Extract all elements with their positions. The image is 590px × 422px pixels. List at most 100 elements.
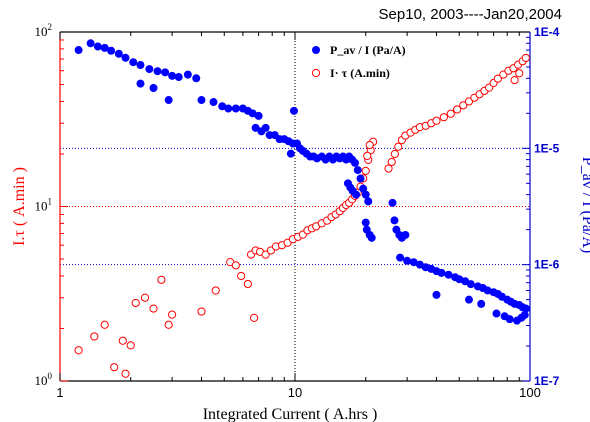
legend-marker-red <box>311 68 321 78</box>
red-series-point <box>197 307 206 316</box>
blue-series-point <box>361 218 370 227</box>
red-series-point <box>118 336 127 345</box>
blue-series-point <box>251 123 260 132</box>
blue-series-point <box>520 310 529 319</box>
blue-series-point <box>100 43 109 52</box>
y-right-axis-label: P_av / I (Pa/A) <box>579 157 590 253</box>
red-series-point <box>168 310 177 319</box>
blue-series-point <box>390 216 399 225</box>
red-series-point <box>493 74 502 83</box>
red-series-point <box>121 369 130 378</box>
y-right-tick-label: 1E-6 <box>534 258 560 272</box>
red-series-point <box>439 113 448 122</box>
legend-label-red: I· τ (A.min) <box>330 66 390 80</box>
blue-series-point <box>231 104 240 113</box>
chart-title: Sep10, 2003----Jan20,2004 <box>379 6 562 23</box>
blue-series-point <box>93 42 102 51</box>
blue-series-point <box>218 102 227 111</box>
red-series-point <box>131 298 140 308</box>
blue-series-point <box>149 84 158 93</box>
y-left-tick-label: 101 <box>35 197 53 214</box>
blue-series-point <box>161 68 170 77</box>
y-left-tick-label: 102 <box>35 22 53 39</box>
red-series-point <box>394 142 403 151</box>
blue-series-point <box>168 71 177 80</box>
y-left-tick-base: 10 <box>35 373 48 388</box>
red-series-point <box>387 157 396 167</box>
red-series-point <box>164 320 173 329</box>
red-series-point <box>446 109 455 118</box>
blue-series-point <box>209 98 218 107</box>
x-tick-label: 10 <box>288 385 302 400</box>
red-series-point <box>390 149 399 159</box>
red-series-point <box>521 53 530 63</box>
red-series-point <box>361 166 370 175</box>
blue-series-point <box>192 74 201 83</box>
blue-series-point <box>261 123 270 132</box>
blue-series-point <box>286 149 295 158</box>
x-axis-label: Integrated Current ( A.hrs ) <box>203 406 378 422</box>
legend-label-blue: P_av / I (Pa/A) <box>330 43 406 57</box>
red-series-point <box>365 140 374 150</box>
blue-series-point <box>367 233 376 242</box>
blue-series-point <box>86 39 95 48</box>
blue-series-point <box>197 96 206 105</box>
y-left-tick-base: 10 <box>35 24 48 39</box>
red-series-point <box>459 101 468 110</box>
y-right-tick-label: 1E-7 <box>534 374 560 388</box>
red-series-point <box>126 341 135 350</box>
y-left-tick-exponent: 2 <box>48 22 53 32</box>
blue-series-point <box>364 197 373 206</box>
blue-series-point <box>352 190 361 199</box>
blue-series-point <box>388 198 397 207</box>
red-series-point <box>243 279 252 289</box>
blue-series-point <box>444 270 453 279</box>
red-series-point <box>140 293 150 302</box>
y-right-tick-label: 1E-5 <box>534 141 560 155</box>
blue-series-point <box>350 158 359 167</box>
red-series-point <box>231 261 240 270</box>
blue-series-point <box>74 46 83 55</box>
blue-series-point <box>129 58 138 67</box>
blue-series-point <box>289 106 298 115</box>
blue-series-point <box>432 290 441 299</box>
blue-series-point <box>114 49 123 58</box>
blue-series-point <box>145 65 154 74</box>
x-tick-label: 100 <box>519 385 541 400</box>
red-series-point <box>74 346 83 355</box>
red-series-point <box>211 286 220 295</box>
blue-series-point <box>356 174 365 183</box>
red-series-point <box>149 304 158 313</box>
red-series-point <box>250 313 259 322</box>
blue-series-point <box>136 61 145 70</box>
red-series-point <box>515 69 524 78</box>
blue-series-point <box>492 309 501 318</box>
x-tick-label: 1 <box>56 385 63 400</box>
blue-series-point <box>521 304 530 313</box>
red-series-point <box>510 76 519 85</box>
blue-series-point <box>466 280 475 289</box>
blue-series-point <box>224 104 233 113</box>
y-left-tick-label: 100 <box>35 371 53 388</box>
red-series-point <box>432 116 441 125</box>
blue-series-point <box>396 253 405 262</box>
legend-marker-blue <box>312 46 320 54</box>
red-series-point <box>261 250 270 259</box>
blue-series-point <box>164 96 173 105</box>
y-left-tick-base: 10 <box>35 199 48 214</box>
red-series-point <box>237 271 246 281</box>
blue-series-point <box>136 79 145 88</box>
blue-series-point <box>483 286 492 295</box>
blue-series-point <box>121 53 130 62</box>
red-series-point <box>110 363 119 372</box>
blue-series-point <box>409 258 418 267</box>
red-series-point <box>90 332 99 341</box>
blue-series-point <box>401 230 410 239</box>
blue-series-point <box>477 299 486 308</box>
blue-series-point <box>153 67 162 76</box>
blue-series-point <box>353 166 362 175</box>
red-series-point <box>453 105 462 114</box>
blue-series-point <box>254 111 263 120</box>
y-right-tick-label: 1E-4 <box>534 25 560 39</box>
